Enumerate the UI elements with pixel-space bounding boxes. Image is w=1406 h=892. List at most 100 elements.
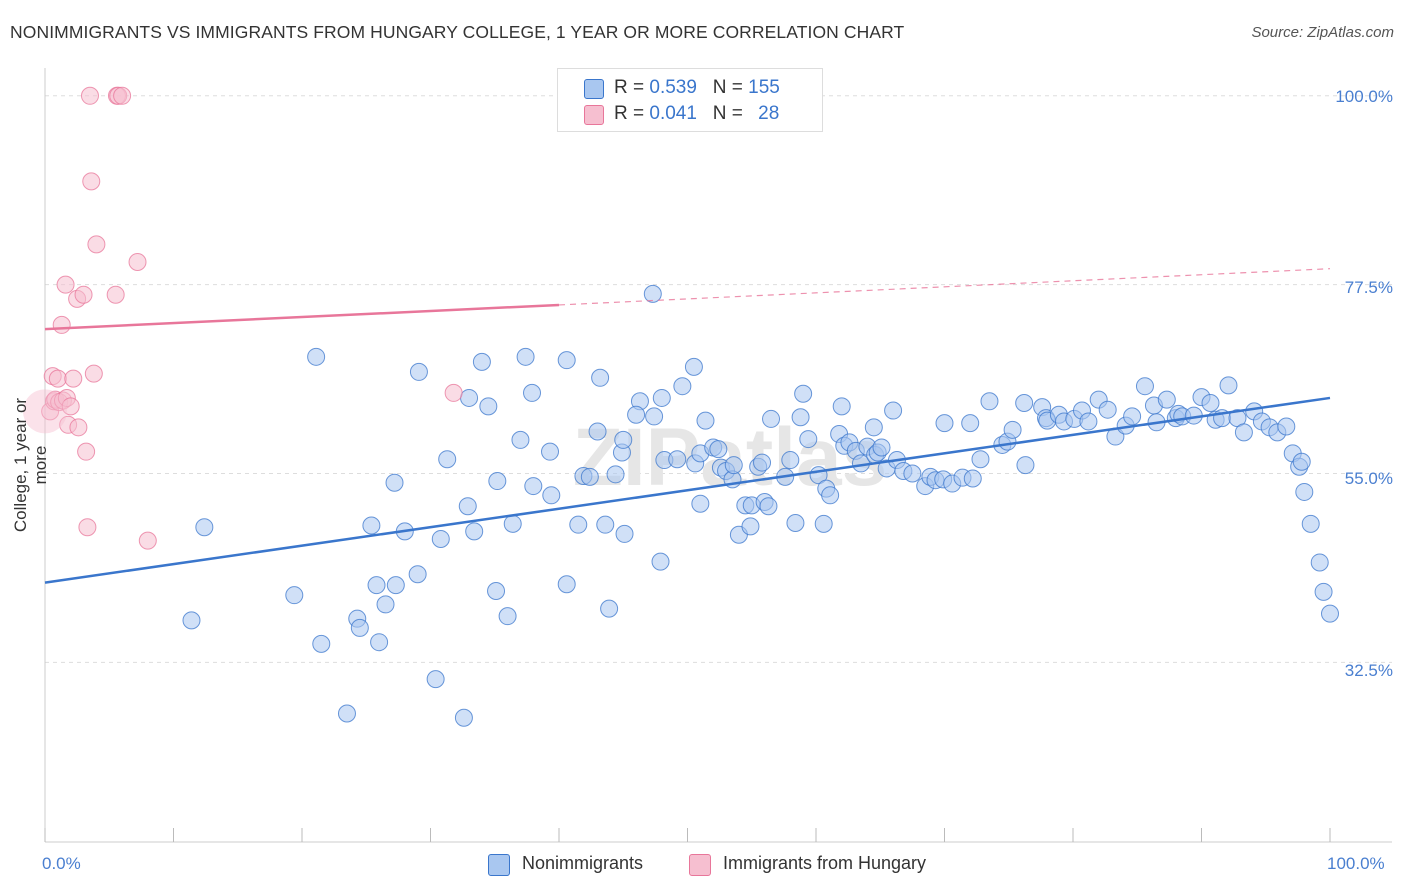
data-point-nonimmigrants (781, 451, 800, 470)
data-point-nonimmigrants (762, 409, 781, 428)
data-point-nonimmigrants (1292, 452, 1311, 471)
legend-swatch-blue (584, 79, 604, 99)
data-point-nonimmigrants (498, 607, 517, 626)
data-point-immigrants-hungary (64, 369, 83, 388)
trend-line-immigrants-hungary-extension (558, 268, 1331, 306)
data-point-immigrants-hungary (138, 531, 157, 550)
data-point-nonimmigrants (980, 392, 999, 411)
y-tick-label: 55.0% (1344, 469, 1393, 488)
data-point-immigrants-hungary (48, 369, 67, 388)
data-point-nonimmigrants (431, 529, 450, 548)
stats-legend: R = 0.539 N = 155 R = 0.041 N = 28 (557, 68, 823, 132)
data-point-immigrants-hungary (106, 285, 125, 304)
legend-swatch-pink (584, 105, 604, 125)
data-point-nonimmigrants (454, 708, 473, 727)
data-point-nonimmigrants (1015, 393, 1034, 412)
data-point-immigrants-hungary (128, 252, 147, 271)
data-point-nonimmigrants (1016, 456, 1035, 475)
data-point-nonimmigrants (627, 405, 646, 424)
data-point-nonimmigrants (557, 351, 576, 370)
data-point-nonimmigrants (799, 430, 818, 449)
data-point-nonimmigrants (479, 397, 498, 416)
data-point-nonimmigrants (1079, 412, 1098, 431)
data-point-nonimmigrants (1003, 420, 1022, 439)
data-point-nonimmigrants (753, 453, 772, 472)
data-point-nonimmigrants (791, 408, 810, 427)
data-point-immigrants-hungary (61, 397, 80, 416)
data-point-nonimmigrants (1234, 423, 1253, 442)
r-value: 0.539 (649, 77, 697, 98)
data-point-nonimmigrants (832, 397, 851, 416)
trend-line-nonimmigrants (44, 396, 1331, 584)
data-point-nonimmigrants (794, 384, 813, 403)
data-point-nonimmigrants (1219, 376, 1238, 395)
grid-lines (45, 95, 1392, 663)
data-point-nonimmigrants (884, 401, 903, 420)
data-point-nonimmigrants (580, 467, 599, 486)
series-immigrants-hungary (23, 86, 463, 550)
data-point-nonimmigrants (472, 352, 491, 371)
data-point-nonimmigrants (614, 430, 633, 449)
data-point-nonimmigrants (645, 407, 664, 426)
data-point-nonimmigrants (971, 450, 990, 469)
data-point-nonimmigrants (821, 486, 840, 505)
data-point-nonimmigrants (1277, 417, 1296, 436)
data-point-nonimmigrants (786, 514, 805, 533)
data-point-nonimmigrants (458, 497, 477, 516)
data-point-immigrants-hungary (77, 442, 96, 461)
data-point-immigrants-hungary (82, 172, 101, 191)
y-tick-label: 77.5% (1344, 278, 1393, 297)
data-point-nonimmigrants (524, 477, 543, 496)
data-point-nonimmigrants (606, 465, 625, 484)
y-tick-label: 32.5% (1344, 661, 1393, 680)
data-point-nonimmigrants (385, 473, 404, 492)
data-point-nonimmigrants (1295, 482, 1314, 501)
data-point-immigrants-hungary (444, 383, 463, 402)
data-point-nonimmigrants (741, 517, 760, 536)
data-point-nonimmigrants (591, 368, 610, 387)
data-point-nonimmigrants (872, 438, 891, 457)
data-point-nonimmigrants (488, 472, 507, 491)
data-point-immigrants-hungary (69, 418, 88, 437)
r-label: R = (614, 77, 650, 98)
legend-label: Nonimmigrants (522, 853, 644, 873)
data-point-nonimmigrants (684, 357, 703, 376)
data-point-nonimmigrants (596, 515, 615, 534)
n-value: 28 (758, 103, 780, 124)
y-tick-label: 100.0% (1335, 87, 1393, 106)
data-point-nonimmigrants (362, 516, 381, 535)
data-point-nonimmigrants (376, 595, 395, 614)
data-point-nonimmigrants (759, 497, 778, 516)
data-point-nonimmigrants (903, 464, 922, 483)
series-nonimmigrants (182, 284, 1339, 727)
trend-lines (44, 268, 1331, 584)
data-point-nonimmigrants (961, 414, 980, 433)
data-point-nonimmigrants (523, 383, 542, 402)
data-point-nonimmigrants (408, 565, 427, 584)
data-point-immigrants-hungary (56, 275, 75, 294)
data-point-nonimmigrants (487, 581, 506, 600)
data-point-nonimmigrants (1123, 407, 1142, 426)
data-point-nonimmigrants (370, 633, 389, 652)
data-point-immigrants-hungary (113, 86, 132, 105)
data-point-nonimmigrants (386, 576, 405, 595)
source-label: Source: ZipAtlas.com (1251, 24, 1394, 41)
data-point-immigrants-hungary (23, 389, 67, 434)
data-point-nonimmigrants (367, 576, 386, 595)
data-point-nonimmigrants (696, 411, 715, 430)
data-point-nonimmigrants (1301, 514, 1320, 533)
data-point-nonimmigrants (935, 414, 954, 433)
data-point-nonimmigrants (963, 469, 982, 488)
data-point-nonimmigrants (460, 388, 479, 407)
bottom-legend: Nonimmigrants Immigrants from Hungary (0, 852, 1406, 878)
data-point-immigrants-hungary (80, 86, 99, 105)
data-point-nonimmigrants (691, 494, 710, 513)
r-label: R = (614, 103, 650, 124)
data-point-nonimmigrants (511, 430, 530, 449)
data-point-nonimmigrants (673, 377, 692, 396)
data-point-nonimmigrants (724, 456, 743, 475)
data-point-nonimmigrants (1098, 400, 1117, 419)
legend-swatch-pink (689, 854, 711, 876)
data-point-nonimmigrants (307, 347, 326, 366)
axes (44, 68, 1392, 843)
